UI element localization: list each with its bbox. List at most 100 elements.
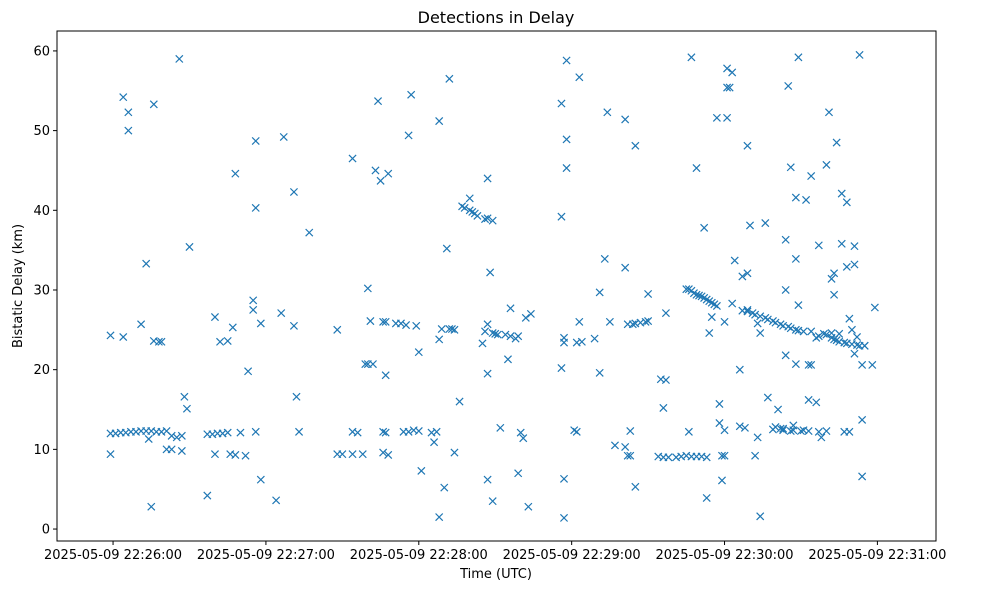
- data-point: [279, 132, 288, 142]
- data-point: [519, 434, 528, 443]
- data-point: [661, 309, 670, 318]
- data-point: [338, 450, 347, 459]
- data-point: [745, 221, 755, 230]
- data-point: [175, 54, 184, 63]
- data-point: [521, 313, 530, 322]
- data-point: [251, 427, 260, 436]
- y-tick-label: 30: [33, 283, 50, 298]
- data-point: [738, 272, 747, 281]
- data-point: [827, 274, 836, 283]
- data-point: [557, 99, 566, 108]
- data-point: [249, 296, 258, 305]
- data-point: [623, 451, 632, 460]
- data-point: [784, 81, 793, 91]
- data-point: [559, 474, 569, 483]
- data-point: [753, 319, 762, 328]
- x-tick-label: 2025-05-09 22:31:00: [808, 548, 946, 563]
- data-point: [185, 242, 194, 251]
- data-point: [488, 497, 497, 506]
- data-point: [791, 360, 800, 369]
- data-point: [723, 113, 732, 122]
- data-point: [396, 319, 405, 328]
- data-point: [712, 113, 721, 122]
- data-point: [756, 512, 765, 521]
- data-point: [149, 100, 158, 109]
- data-point: [157, 337, 166, 346]
- data-point: [333, 325, 342, 334]
- data-point: [868, 360, 877, 369]
- data-point: [450, 325, 459, 334]
- data-point: [840, 338, 849, 347]
- data-point: [483, 214, 492, 223]
- data-point: [794, 53, 803, 62]
- data-point: [353, 428, 362, 437]
- data-point: [119, 93, 128, 102]
- data-point: [483, 475, 492, 484]
- data-point: [728, 68, 737, 77]
- data-point: [172, 433, 181, 442]
- data-point: [488, 216, 497, 225]
- data-point: [695, 291, 704, 300]
- data-point: [256, 475, 265, 484]
- data-point: [779, 424, 788, 433]
- y-axis-label: Bistatic Delay (km): [11, 224, 26, 348]
- data-point: [804, 360, 813, 369]
- data-point: [483, 174, 492, 183]
- data-point: [779, 426, 788, 435]
- data-point: [791, 193, 800, 202]
- data-point: [348, 154, 357, 163]
- data-point: [210, 450, 219, 459]
- data-point: [244, 367, 253, 376]
- data-point: [430, 438, 439, 447]
- data-point: [804, 395, 813, 404]
- data-point: [414, 427, 423, 436]
- data-point: [384, 169, 393, 178]
- data-point: [124, 108, 133, 117]
- data-point: [807, 360, 816, 369]
- data-point: [786, 163, 795, 172]
- data-point: [381, 371, 390, 380]
- data-point: [763, 315, 772, 324]
- data-point: [626, 451, 635, 460]
- data-point: [404, 131, 413, 140]
- data-point: [167, 445, 176, 454]
- data-point: [822, 160, 831, 169]
- data-point: [684, 427, 693, 436]
- data-point: [223, 336, 232, 346]
- y-tick-label: 40: [33, 204, 50, 219]
- data-point: [763, 393, 772, 402]
- data-point: [692, 164, 701, 173]
- data-point: [723, 83, 732, 92]
- data-point: [228, 323, 237, 332]
- data-point: [445, 74, 454, 83]
- data-point: [830, 269, 839, 278]
- data-point: [819, 329, 828, 338]
- data-point: [478, 339, 487, 348]
- data-point: [404, 427, 413, 436]
- data-point: [379, 448, 388, 457]
- data-point: [717, 451, 727, 460]
- data-point: [381, 428, 390, 437]
- data-point: [751, 451, 760, 460]
- data-point: [483, 320, 492, 329]
- data-point: [379, 317, 388, 326]
- data-point: [231, 450, 240, 459]
- x-tick-label: 2025-05-09 22:27:00: [197, 548, 335, 563]
- data-point: [142, 259, 151, 268]
- data-point: [514, 332, 523, 341]
- data-point: [804, 427, 813, 436]
- data-point: [412, 321, 421, 330]
- data-point: [751, 310, 760, 319]
- data-point: [210, 313, 219, 322]
- data-point: [440, 483, 449, 492]
- data-point: [154, 337, 163, 346]
- data-point: [180, 392, 189, 401]
- data-point: [251, 136, 260, 145]
- data-point: [292, 392, 301, 401]
- data-point: [435, 335, 444, 344]
- data-point: [106, 450, 115, 459]
- data-point: [702, 493, 711, 502]
- data-point: [687, 53, 696, 62]
- data-point: [712, 301, 721, 310]
